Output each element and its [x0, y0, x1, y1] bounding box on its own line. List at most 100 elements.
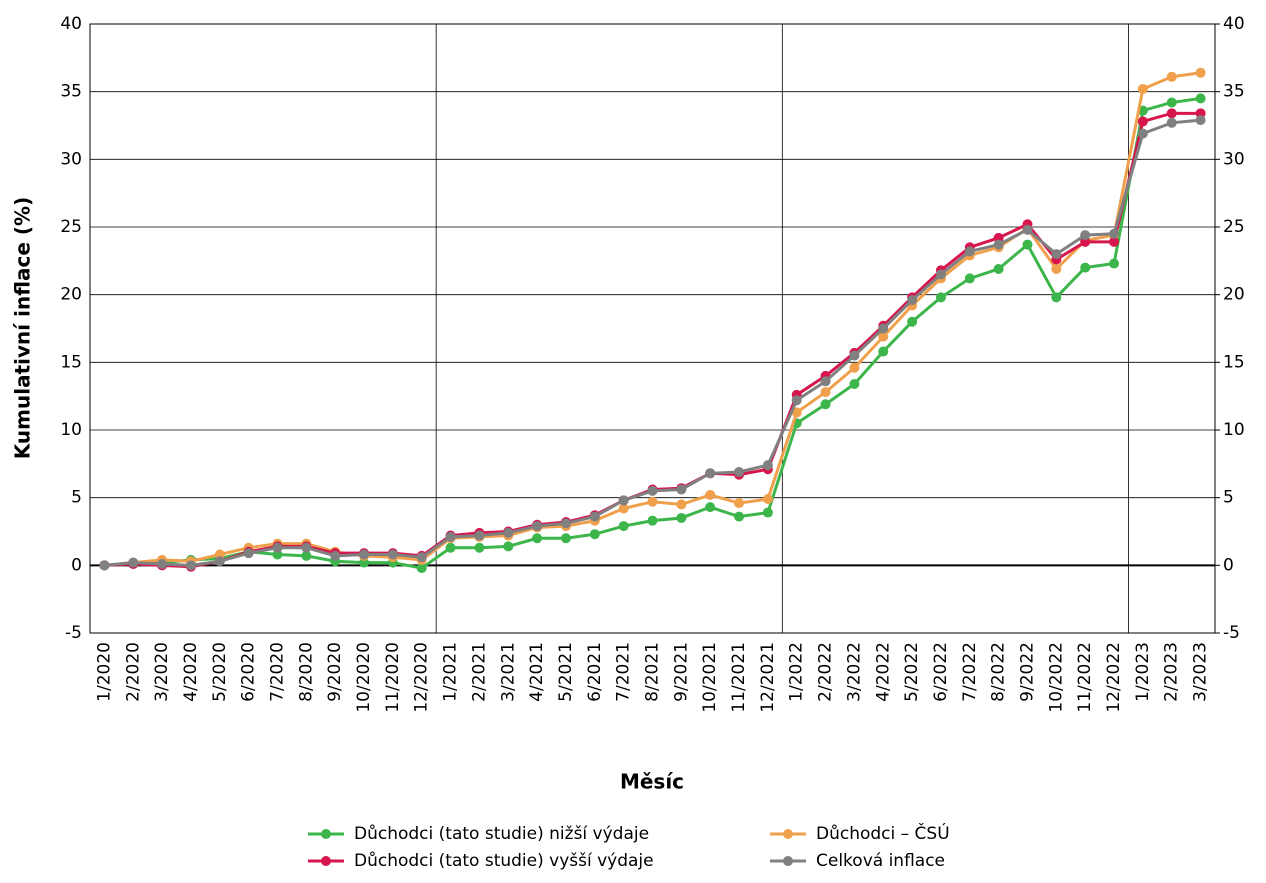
x-tick-label: 12/2022	[1104, 642, 1124, 713]
y-tick-label: 35	[60, 82, 82, 102]
x-tick-label: 7/2022	[960, 642, 980, 702]
data-point	[676, 512, 687, 523]
y2-tick-label: 25	[1223, 217, 1245, 237]
x-tick-label: 2/2020	[123, 642, 143, 702]
data-point	[1195, 67, 1206, 78]
data-point	[993, 239, 1004, 250]
data-point	[676, 499, 687, 510]
data-point	[330, 550, 341, 561]
data-point	[676, 484, 687, 495]
x-tick-label: 4/2021	[527, 642, 547, 702]
data-point	[99, 560, 110, 571]
y-tick-label: 5	[71, 488, 82, 508]
x-tick-label: 12/2021	[758, 642, 778, 713]
y-tick-label: 10	[60, 420, 82, 440]
x-tick-label: 2/2021	[469, 642, 489, 702]
y-tick-label: 25	[60, 217, 82, 237]
x-tick-label: 10/2021	[700, 642, 720, 713]
y2-tick-label: 0	[1223, 555, 1234, 575]
x-tick-label: 8/2020	[296, 642, 316, 702]
data-point	[1166, 108, 1177, 119]
x-tick-label: 2/2022	[816, 642, 836, 702]
data-point	[1109, 258, 1120, 269]
data-point	[734, 511, 745, 522]
x-tick-label: 4/2022	[873, 642, 893, 702]
x-tick-label: 1/2022	[787, 642, 807, 702]
data-point	[647, 485, 658, 496]
data-point	[503, 527, 514, 538]
y-tick-label: 15	[60, 352, 82, 372]
data-point	[1022, 224, 1033, 235]
data-point	[762, 494, 773, 505]
y2-tick-label: -5	[1223, 623, 1240, 643]
data-point	[157, 558, 168, 569]
y2-tick-label: 35	[1223, 82, 1245, 102]
data-point	[272, 542, 283, 553]
data-point	[1166, 117, 1177, 128]
data-point	[878, 346, 889, 357]
data-point	[301, 542, 312, 553]
data-point	[820, 376, 831, 387]
data-point	[387, 549, 398, 560]
x-tick-label: 5/2022	[902, 642, 922, 702]
legend-label: Celková inflace	[816, 851, 945, 871]
y2-tick-label: 5	[1223, 488, 1234, 508]
data-point	[1195, 93, 1206, 104]
y-tick-label: 30	[60, 149, 82, 169]
data-point	[503, 541, 514, 552]
y-tick-label: 0	[71, 555, 82, 575]
x-tick-label: 3/2020	[152, 642, 172, 702]
x-tick-label: 9/2020	[325, 642, 345, 702]
data-point	[532, 521, 543, 532]
data-point	[1137, 128, 1148, 139]
data-point	[791, 395, 802, 406]
y-axis-title: Kumulativní inflace (%)	[11, 197, 35, 459]
x-tick-label: 9/2021	[671, 642, 691, 702]
data-point	[964, 273, 975, 284]
data-point	[849, 362, 860, 373]
x-axis-title: Měsíc	[620, 770, 684, 794]
data-point	[474, 542, 485, 553]
y-tick-label: 40	[60, 14, 82, 34]
data-point	[647, 515, 658, 526]
data-point	[532, 533, 543, 544]
x-tick-label: 3/2021	[498, 642, 518, 702]
y2-tick-label: 20	[1223, 285, 1245, 305]
data-point	[849, 350, 860, 361]
y2-tick-label: 40	[1223, 14, 1245, 34]
data-point	[849, 378, 860, 389]
x-tick-label: 7/2021	[614, 642, 634, 702]
data-point	[214, 556, 225, 567]
data-point	[416, 552, 427, 563]
data-point	[1166, 97, 1177, 108]
data-point	[618, 521, 629, 532]
data-point	[445, 531, 456, 542]
x-tick-label: 10/2020	[354, 642, 374, 713]
x-tick-label: 1/2021	[441, 642, 461, 702]
data-point	[734, 498, 745, 509]
x-tick-label: 8/2021	[643, 642, 663, 702]
data-point	[445, 542, 456, 553]
x-tick-label: 8/2022	[989, 642, 1009, 702]
data-point	[1051, 292, 1062, 303]
y2-tick-label: 15	[1223, 352, 1245, 372]
x-tick-label: 7/2020	[268, 642, 288, 702]
x-tick-label: 11/2020	[383, 642, 403, 713]
x-tick-label: 4/2020	[181, 642, 201, 702]
data-point	[589, 529, 600, 540]
data-point	[762, 460, 773, 471]
data-point	[964, 246, 975, 257]
x-tick-label: 3/2023	[1191, 642, 1211, 702]
legend-label: Důchodci – ČSÚ	[816, 822, 950, 844]
legend-marker	[783, 829, 793, 839]
y2-tick-label: 10	[1223, 420, 1245, 440]
data-point	[560, 533, 571, 544]
data-point	[128, 557, 139, 568]
data-point	[359, 549, 370, 560]
data-point	[935, 269, 946, 280]
x-tick-label: 9/2022	[1018, 642, 1038, 702]
data-point	[560, 518, 571, 529]
data-point	[1166, 71, 1177, 82]
data-point	[1109, 228, 1120, 239]
